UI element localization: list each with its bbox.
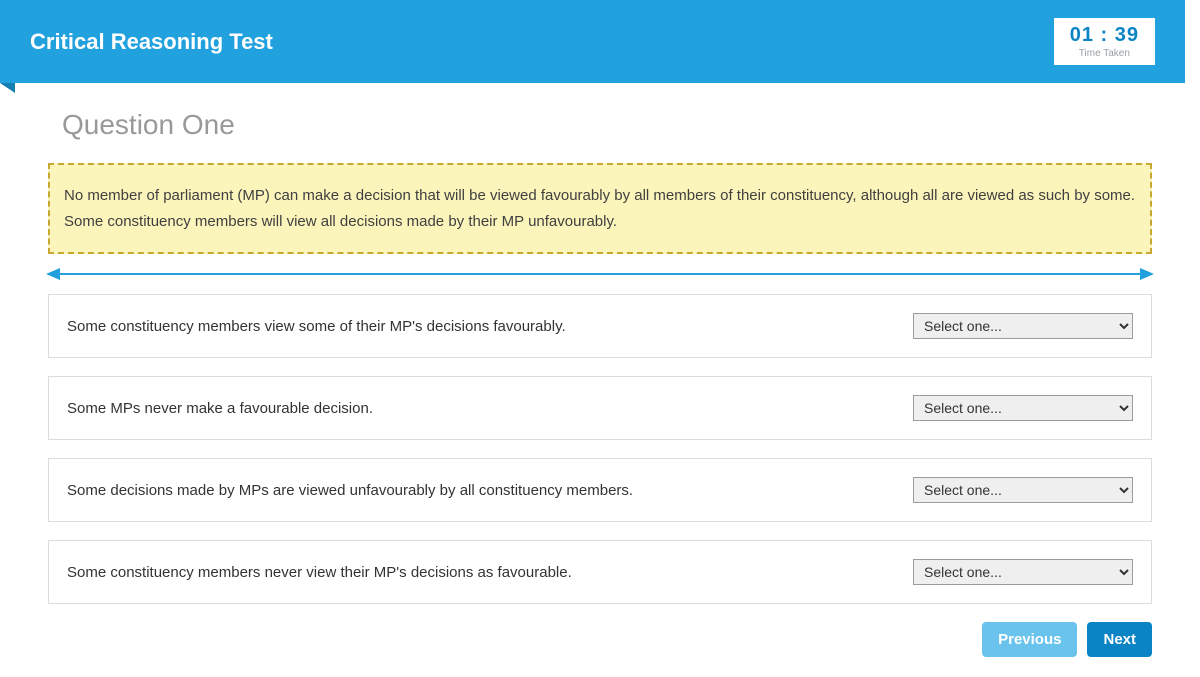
timer-label: Time Taken	[1070, 48, 1139, 59]
test-title: Critical Reasoning Test	[30, 29, 273, 55]
next-button[interactable]: Next	[1087, 622, 1152, 657]
option-text: Some constituency members never view the…	[67, 564, 572, 581]
option-text: Some constituency members view some of t…	[67, 318, 566, 335]
question-title: Question One	[62, 109, 1152, 141]
previous-button[interactable]: Previous	[982, 622, 1077, 657]
question-prompt-text: No member of parliament (MP) can make a …	[64, 187, 1135, 230]
option-select[interactable]: Select one...	[913, 313, 1133, 339]
timer-value: 01 : 39	[1070, 24, 1139, 47]
option-row: Some MPs never make a favourable decisio…	[48, 376, 1152, 440]
section-divider	[48, 272, 1152, 276]
nav-buttons: Previous Next	[48, 622, 1152, 657]
timer-box: 01 : 39 Time Taken	[1054, 18, 1155, 65]
option-select[interactable]: Select one...	[913, 559, 1133, 585]
option-row: Some constituency members view some of t…	[48, 294, 1152, 358]
option-text: Some decisions made by MPs are viewed un…	[67, 482, 633, 499]
option-row: Some constituency members never view the…	[48, 540, 1152, 604]
option-text: Some MPs never make a favourable decisio…	[67, 400, 373, 417]
question-prompt-box: No member of parliament (MP) can make a …	[48, 163, 1152, 254]
header-banner: Critical Reasoning Test 01 : 39 Time Tak…	[0, 0, 1185, 83]
option-select[interactable]: Select one...	[913, 395, 1133, 421]
option-select[interactable]: Select one...	[913, 477, 1133, 503]
content-area: Question One No member of parliament (MP…	[0, 83, 1200, 677]
option-row: Some decisions made by MPs are viewed un…	[48, 458, 1152, 522]
